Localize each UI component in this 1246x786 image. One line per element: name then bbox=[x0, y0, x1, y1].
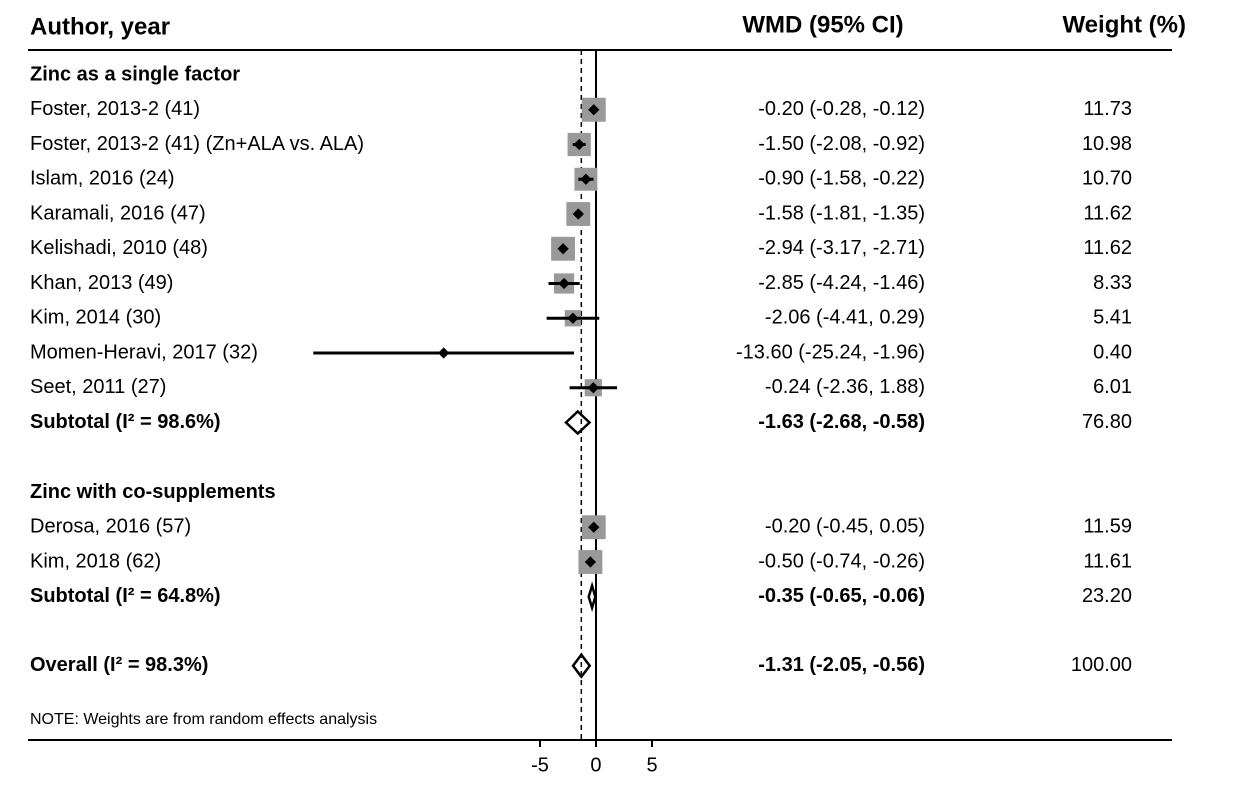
row-label: Foster, 2013-2 (41) (Zn+ALA vs. ALA) bbox=[30, 133, 364, 155]
row-label: Momen-Heravi, 2017 (32) bbox=[30, 341, 258, 363]
group-header: Zinc as a single factor bbox=[30, 63, 240, 85]
ci-label: -0.20 (-0.28, -0.12) bbox=[758, 98, 925, 120]
point-estimate bbox=[584, 556, 597, 568]
ci-label: -1.63 (-2.68, -0.58) bbox=[758, 411, 925, 433]
row-label: Kim, 2018 (62) bbox=[30, 550, 161, 572]
row-label: Overall (I² = 98.3%) bbox=[30, 654, 208, 676]
point-estimate bbox=[572, 208, 584, 220]
column-header: Weight (%) bbox=[1062, 11, 1186, 38]
weight-label: 0.40 bbox=[1093, 341, 1132, 363]
weight-label: 6.01 bbox=[1093, 376, 1132, 398]
row-label: Subtotal (I² = 64.8%) bbox=[30, 585, 221, 607]
weight-label: 5.41 bbox=[1093, 307, 1132, 329]
x-tick-label: 5 bbox=[646, 754, 657, 776]
row-label: Derosa, 2016 (57) bbox=[30, 516, 191, 538]
weight-label: 11.61 bbox=[1083, 550, 1132, 572]
weight-label: 11.73 bbox=[1083, 98, 1132, 120]
weight-label: 8.33 bbox=[1093, 272, 1132, 294]
row-label: Subtotal (I² = 98.6%) bbox=[30, 411, 221, 433]
ci-label: -1.50 (-2.08, -0.92) bbox=[758, 133, 925, 155]
row-label: Islam, 2016 (24) bbox=[30, 168, 175, 190]
column-header: WMD (95% CI) bbox=[742, 11, 903, 38]
point-estimate bbox=[573, 138, 585, 151]
ci-label: -0.35 (-0.65, -0.06) bbox=[758, 585, 925, 607]
weight-label: 10.70 bbox=[1082, 168, 1132, 190]
ci-label: -0.90 (-1.58, -0.22) bbox=[758, 168, 925, 190]
ci-label: -1.31 (-2.05, -0.56) bbox=[758, 654, 925, 676]
point-estimate bbox=[588, 521, 600, 533]
ci-label: -2.94 (-3.17, -2.71) bbox=[758, 237, 925, 259]
point-estimate bbox=[567, 312, 579, 324]
pooled-diamond bbox=[571, 652, 592, 679]
ci-label: -13.60 (-25.24, -1.96) bbox=[736, 341, 925, 363]
group-header: Zinc with co-supplements bbox=[30, 481, 276, 503]
row-label: Foster, 2013-2 (41) bbox=[30, 98, 200, 120]
weight-label: 23.20 bbox=[1082, 585, 1132, 607]
point-estimate bbox=[557, 243, 569, 255]
ci-label: -0.50 (-0.74, -0.26) bbox=[758, 550, 925, 572]
weight-label: 100.00 bbox=[1071, 654, 1132, 676]
weight-label: 10.98 bbox=[1082, 133, 1132, 155]
ci-label: -1.58 (-1.81, -1.35) bbox=[758, 202, 925, 224]
note: NOTE: Weights are from random effects an… bbox=[30, 711, 377, 728]
row-label: Kim, 2014 (30) bbox=[30, 307, 161, 329]
point-estimate bbox=[558, 277, 570, 290]
row-label: Khan, 2013 (49) bbox=[30, 272, 173, 294]
point-estimate bbox=[437, 347, 450, 359]
weight-label: 76.80 bbox=[1082, 411, 1132, 433]
ci-label: -0.20 (-0.45, 0.05) bbox=[765, 516, 925, 538]
weight-label: 11.59 bbox=[1083, 516, 1132, 538]
x-tick-label: 0 bbox=[590, 754, 601, 776]
ci-label: -0.24 (-2.36, 1.88) bbox=[765, 376, 925, 398]
pooled-diamond bbox=[564, 409, 592, 436]
row-label: Kelishadi, 2010 (48) bbox=[30, 237, 208, 259]
row-label: Seet, 2011 (27) bbox=[30, 376, 166, 398]
pooled-diamond bbox=[587, 581, 597, 613]
ci-label: -2.85 (-4.24, -1.46) bbox=[758, 272, 925, 294]
row-label: Karamali, 2016 (47) bbox=[30, 202, 206, 224]
weight-label: 11.62 bbox=[1083, 237, 1132, 259]
ci-label: -2.06 (-4.41, 0.29) bbox=[765, 307, 925, 329]
x-tick-label: -5 bbox=[531, 754, 549, 776]
point-estimate bbox=[580, 173, 592, 185]
column-header: Author, year bbox=[30, 13, 170, 40]
weight-label: 11.62 bbox=[1083, 202, 1132, 224]
point-estimate bbox=[587, 382, 599, 394]
